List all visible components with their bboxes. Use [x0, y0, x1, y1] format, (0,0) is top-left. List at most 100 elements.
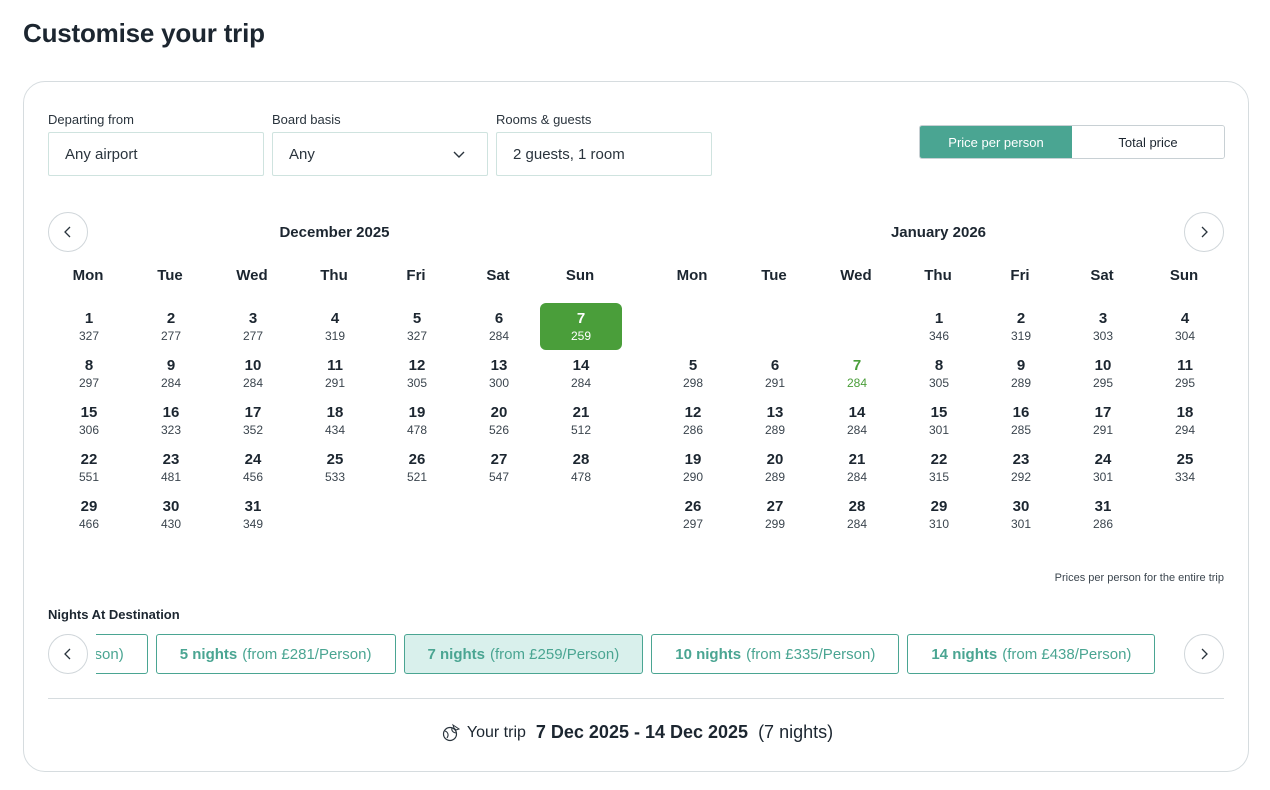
rooms-guests-select[interactable]: 2 guests, 1 room: [496, 132, 712, 176]
day-price: 284: [846, 516, 868, 531]
total-price-toggle[interactable]: Total price: [1072, 126, 1224, 158]
calendar-day[interactable]: 9 284: [130, 350, 212, 397]
calendar-day[interactable]: 15 301: [898, 397, 980, 444]
day-price: 349: [242, 516, 264, 531]
calendar-day[interactable]: 16 285: [980, 397, 1062, 444]
day-price: 284: [160, 375, 182, 390]
calendar-day[interactable]: 26 521: [376, 444, 458, 491]
calendar-day[interactable]: 8 297: [48, 350, 130, 397]
day-number: 25: [1176, 450, 1194, 468]
calendar-day[interactable]: 3 303: [1062, 303, 1144, 350]
nights-option[interactable]: 10 nights (from £335/Person): [651, 634, 900, 674]
calendar-day[interactable]: 4 319: [294, 303, 376, 350]
board-basis-select[interactable]: Any: [272, 132, 488, 176]
calendar-day[interactable]: 29 310: [898, 491, 980, 538]
calendar-day[interactable]: 30 301: [980, 491, 1062, 538]
nights-option[interactable]: 7 nights (from £259/Person): [403, 634, 644, 674]
calendar-day[interactable]: 31 349: [212, 491, 294, 538]
calendar-day[interactable]: 1 346: [898, 303, 980, 350]
day-price: 305: [406, 375, 428, 390]
day-number: 25: [326, 450, 344, 468]
calendar-day[interactable]: 12 286: [652, 397, 734, 444]
calendar-day[interactable]: 29 466: [48, 491, 130, 538]
calendar-day[interactable]: 12 305: [376, 350, 458, 397]
calendar-day[interactable]: 6 284: [458, 303, 540, 350]
calendar-day[interactable]: 5 327: [376, 303, 458, 350]
price-per-person-toggle[interactable]: Price per person: [920, 126, 1072, 158]
day-number: 20: [490, 403, 508, 421]
calendar-day[interactable]: 22 551: [48, 444, 130, 491]
calendar-day[interactable]: 27 299: [734, 491, 816, 538]
prev-month-button[interactable]: [48, 212, 88, 252]
calendar-day[interactable]: 2 277: [130, 303, 212, 350]
calendar-day[interactable]: 24 456: [212, 444, 294, 491]
calendar-day[interactable]: 11 291: [294, 350, 376, 397]
calendar-day[interactable]: 25 334: [1144, 444, 1226, 491]
weekday-sun: Sun: [565, 267, 595, 284]
calendar-day[interactable]: 25 533: [294, 444, 376, 491]
day-number: 4: [330, 309, 340, 327]
calendar-day[interactable]: 19 478: [376, 397, 458, 444]
day-price: 434: [324, 422, 346, 437]
nights-option[interactable]: 4 nights(from £262/Person): [96, 634, 148, 674]
calendar-day[interactable]: 21 512: [540, 397, 622, 444]
calendar-day[interactable]: 18 294: [1144, 397, 1226, 444]
calendar-day[interactable]: 14 284: [816, 397, 898, 444]
calendar-day[interactable]: 28 284: [816, 491, 898, 538]
day-number: 3: [248, 309, 258, 327]
nights-prev-button[interactable]: [48, 634, 88, 674]
calendar-day[interactable]: 21 284: [816, 444, 898, 491]
calendar-day[interactable]: 24 301: [1062, 444, 1144, 491]
day-price: 291: [764, 375, 786, 390]
calendar-day[interactable]: 19 290: [652, 444, 734, 491]
calendar-day[interactable]: 14 284: [540, 350, 622, 397]
nights-track: 4 nights(from £262/Person)5 nights(from …: [96, 634, 1156, 674]
day-number: 11: [1177, 356, 1193, 374]
calendar-day[interactable]: 10 284: [212, 350, 294, 397]
calendar-day[interactable]: 5 298: [652, 350, 734, 397]
calendar-day[interactable]: 3 277: [212, 303, 294, 350]
next-month-button[interactable]: [1184, 212, 1224, 252]
calendar-day[interactable]: 28 478: [540, 444, 622, 491]
calendar-day[interactable]: 7 259: [540, 303, 622, 350]
board-basis-value: Any: [289, 145, 315, 163]
nights-option[interactable]: 5 nights (from £281/Person): [155, 634, 396, 674]
calendar-day[interactable]: 4 304: [1144, 303, 1226, 350]
calendar-day[interactable]: 27 547: [458, 444, 540, 491]
day-number: 26: [684, 497, 702, 515]
calendar-day[interactable]: 17 291: [1062, 397, 1144, 444]
calendar-day[interactable]: 2 319: [980, 303, 1062, 350]
calendar-day[interactable]: 20 526: [458, 397, 540, 444]
day-number: 24: [1094, 450, 1112, 468]
day-price: 304: [1174, 328, 1196, 343]
calendar-day[interactable]: 8 305: [898, 350, 980, 397]
calendar-day[interactable]: 23 481: [130, 444, 212, 491]
calendar-day[interactable]: 20 289: [734, 444, 816, 491]
day-number: 27: [490, 450, 508, 468]
departing-airport-select[interactable]: Any airport: [48, 132, 264, 176]
calendar-day[interactable]: 6 291: [734, 350, 816, 397]
calendar-day[interactable]: 13 289: [734, 397, 816, 444]
calendar-day[interactable]: 17 352: [212, 397, 294, 444]
calendar-day[interactable]: 11 295: [1144, 350, 1226, 397]
day-number: 21: [572, 403, 590, 421]
calendar-day[interactable]: 30 430: [130, 491, 212, 538]
calendar-day[interactable]: 26 297: [652, 491, 734, 538]
calendar-day[interactable]: 16 323: [130, 397, 212, 444]
calendar-day[interactable]: 7 284: [816, 350, 898, 397]
calendar-day[interactable]: 31 286: [1062, 491, 1144, 538]
day-price: 352: [242, 422, 264, 437]
calendar-day[interactable]: 15 306: [48, 397, 130, 444]
calendar-day[interactable]: 9 289: [980, 350, 1062, 397]
calendar-day[interactable]: 10 295: [1062, 350, 1144, 397]
day-price: 284: [242, 375, 264, 390]
calendar-day[interactable]: 22 315: [898, 444, 980, 491]
day-number: 4: [1180, 309, 1190, 327]
calendar-day[interactable]: 13 300: [458, 350, 540, 397]
calendar-day[interactable]: 1 327: [48, 303, 130, 350]
day-number: 10: [1094, 356, 1112, 374]
nights-option[interactable]: 14 nights (from £438/Person): [907, 634, 1156, 674]
calendar-day[interactable]: 18 434: [294, 397, 376, 444]
nights-next-button[interactable]: [1184, 634, 1224, 674]
calendar-day[interactable]: 23 292: [980, 444, 1062, 491]
